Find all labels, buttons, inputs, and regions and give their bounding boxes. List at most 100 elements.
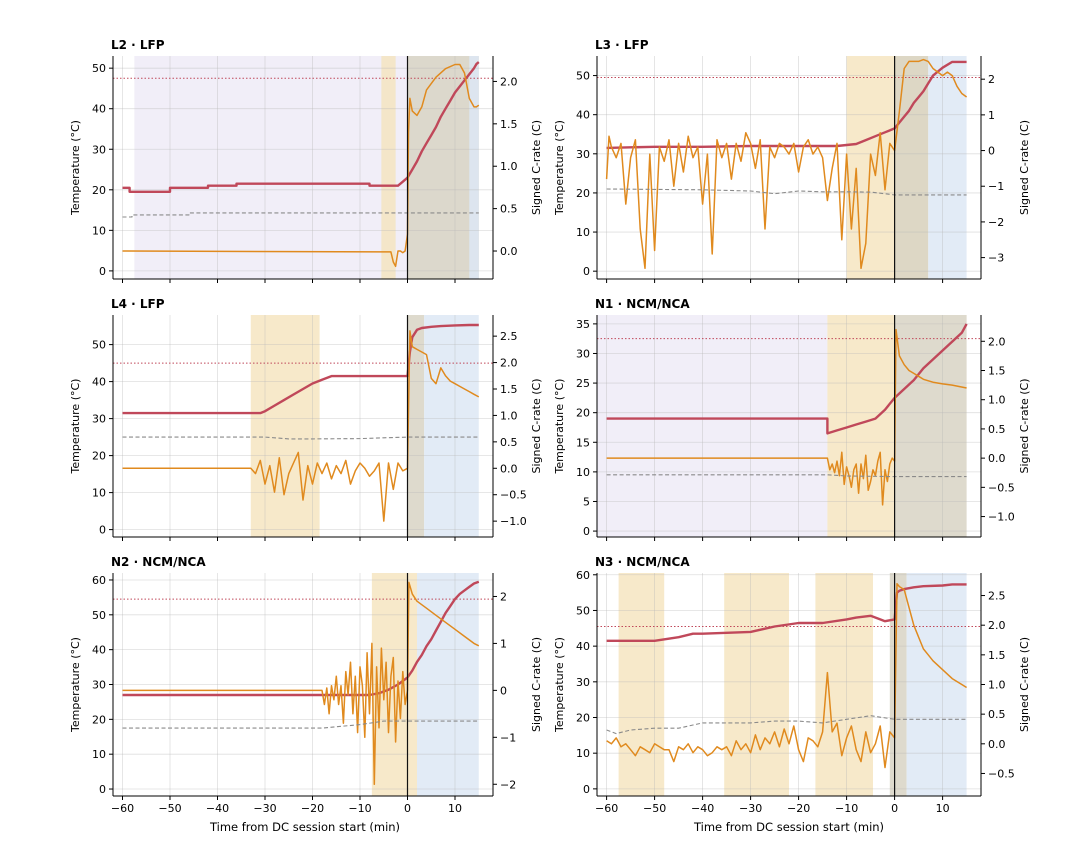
series-temperature-line bbox=[122, 323, 479, 415]
y-tick-label-right: 2.0 bbox=[988, 619, 1006, 632]
y-tick-label-left: 50 bbox=[576, 70, 590, 83]
series-ambient-line bbox=[606, 474, 967, 478]
series-ambient-line bbox=[606, 715, 967, 735]
chart-panel: 0 5 10 15 20 25 30 35 −1.0 −0.5 0.0 0.5 1.0 1.5 2.0 N1 … bbox=[553, 297, 1031, 541]
y-tick-label-right: −2 bbox=[988, 216, 1004, 229]
y-tick-label-right: −0.5 bbox=[988, 767, 1015, 780]
series-crate-line bbox=[122, 330, 480, 522]
y-tick-label-right: 0.5 bbox=[988, 708, 1006, 721]
y-tick-label-left: 35 bbox=[576, 318, 590, 331]
y-tick-label-right: 2.5 bbox=[500, 330, 518, 343]
y-tick-label-right: −1.0 bbox=[988, 511, 1015, 524]
y-tick-label-left: 10 bbox=[92, 487, 106, 500]
y-tick-label-left: 20 bbox=[92, 713, 106, 726]
chart-panel: 0 10 20 30 40 50 0.0 0.5 1.0 1.5 2.0 L2 · LFP Temper… bbox=[69, 38, 543, 283]
y-tick-label-left: 50 bbox=[92, 62, 106, 75]
y-tick-label-left: 10 bbox=[576, 226, 590, 239]
y-tick-label-left: 20 bbox=[92, 450, 106, 463]
series-crate-line bbox=[606, 328, 967, 506]
y-tick-label-left: 30 bbox=[576, 148, 590, 161]
y-tick-label-left: 0 bbox=[99, 524, 106, 537]
x-tick-label: −50 bbox=[158, 802, 181, 815]
y-tick-label-right: 2 bbox=[988, 73, 995, 86]
y-axis-label-left: Temperature (°C) bbox=[553, 637, 566, 733]
series-crate-line bbox=[605, 58, 968, 270]
shade-region-tan bbox=[724, 573, 789, 796]
plot-area bbox=[597, 315, 981, 537]
x-tick-label: −60 bbox=[595, 802, 618, 815]
x-tick-label: −60 bbox=[111, 802, 134, 815]
y-axis-label-left: Temperature (°C) bbox=[69, 379, 82, 475]
x-tick-label: −20 bbox=[301, 802, 324, 815]
series-temperature-line bbox=[122, 61, 480, 194]
panel-title: N2 · NCM/NCA bbox=[111, 555, 206, 569]
panel-title: L2 · LFP bbox=[111, 38, 165, 52]
x-tick-label: 0 bbox=[404, 802, 411, 815]
y-tick-label-left: 40 bbox=[92, 644, 106, 657]
y-tick-label-left: 5 bbox=[583, 495, 590, 508]
y-axis-label-right: Signed C-rate (C) bbox=[1018, 637, 1031, 732]
x-tick-label: −10 bbox=[835, 802, 858, 815]
x-tick-label: −40 bbox=[691, 802, 714, 815]
y-tick-label-left: 40 bbox=[92, 376, 106, 389]
y-tick-label-left: 30 bbox=[576, 347, 590, 360]
y-axis-label-left: Temperature (°C) bbox=[69, 120, 82, 216]
series-crate-line bbox=[606, 582, 967, 769]
shade-region-tan bbox=[618, 573, 665, 796]
y-tick-label-left: 30 bbox=[92, 413, 106, 426]
y-tick-label-left: 0 bbox=[583, 783, 590, 796]
y-tick-label-right: 0 bbox=[988, 145, 995, 158]
y-tick-label-right: −2 bbox=[500, 778, 516, 791]
shade-region-purple bbox=[597, 315, 828, 537]
y-tick-label-right: −1.0 bbox=[500, 515, 527, 528]
y-tick-label-left: 10 bbox=[576, 466, 590, 479]
shade-region-olive bbox=[407, 315, 425, 537]
x-tick-label: −40 bbox=[206, 802, 229, 815]
y-tick-label-right: 0 bbox=[500, 684, 507, 697]
x-tick-label: −30 bbox=[253, 802, 276, 815]
y-tick-label-left: 60 bbox=[576, 569, 590, 582]
shade-region-tan bbox=[250, 315, 320, 537]
x-tick-label: −50 bbox=[643, 802, 666, 815]
y-axis-label-right: Signed C-rate (C) bbox=[530, 120, 543, 215]
y-tick-label-right: 1.0 bbox=[500, 160, 518, 173]
shade-region-blue bbox=[424, 315, 479, 537]
plot-area bbox=[597, 573, 981, 796]
shade-region-tan bbox=[815, 573, 873, 796]
chart-panel: 0 10 20 30 40 50 −1.0 −0.5 0.0 0.5 1.0 1.5 2.0 2.5 L4 … bbox=[69, 297, 543, 541]
shade-region-olive bbox=[889, 573, 907, 796]
y-tick-label-right: 0.5 bbox=[500, 436, 518, 449]
y-axis-label-right: Signed C-rate (C) bbox=[530, 379, 543, 474]
shade-region-blue bbox=[906, 573, 967, 796]
x-tick-label: −10 bbox=[348, 802, 371, 815]
y-tick-label-right: −1 bbox=[500, 731, 516, 744]
y-tick-label-left: 10 bbox=[92, 748, 106, 761]
shade-region-blue bbox=[928, 56, 967, 279]
series-ambient-line bbox=[122, 212, 479, 218]
y-tick-label-right: 1 bbox=[988, 109, 995, 122]
plot-area bbox=[597, 56, 981, 279]
series-crate-line bbox=[122, 581, 480, 786]
y-tick-label-left: 0 bbox=[99, 265, 106, 278]
y-tick-label-right: 2.5 bbox=[988, 590, 1006, 603]
x-tick-label: −30 bbox=[739, 802, 762, 815]
panel-title: L3 · LFP bbox=[595, 38, 649, 52]
y-tick-label-left: 30 bbox=[92, 143, 106, 156]
y-tick-label-right: −0.5 bbox=[988, 481, 1015, 494]
y-axis-label-right: Signed C-rate (C) bbox=[1018, 379, 1031, 474]
y-tick-label-left: 50 bbox=[576, 604, 590, 617]
chart-panel: −60 −50 −40 −30 −20 −10 0 10 0 10 20 30 40 50 60 −0.5 0.… bbox=[553, 555, 1031, 815]
y-tick-label-right: 1.5 bbox=[988, 649, 1006, 662]
y-tick-label-right: 0.0 bbox=[988, 452, 1006, 465]
shade-region-olive bbox=[894, 315, 967, 537]
y-axis-label-left: Temperature (°C) bbox=[553, 120, 566, 216]
shade-region-tan bbox=[381, 56, 396, 279]
y-tick-label-right: 1.5 bbox=[988, 365, 1006, 378]
y-tick-label-right: −1 bbox=[988, 180, 1004, 193]
y-tick-label-right: 1.0 bbox=[988, 394, 1006, 407]
y-tick-label-right: 2.0 bbox=[500, 75, 518, 88]
y-tick-label-right: 1.5 bbox=[500, 118, 518, 131]
x-tick-label: 10 bbox=[448, 802, 462, 815]
y-tick-label-left: 30 bbox=[576, 676, 590, 689]
series-temperature-line bbox=[606, 323, 968, 435]
